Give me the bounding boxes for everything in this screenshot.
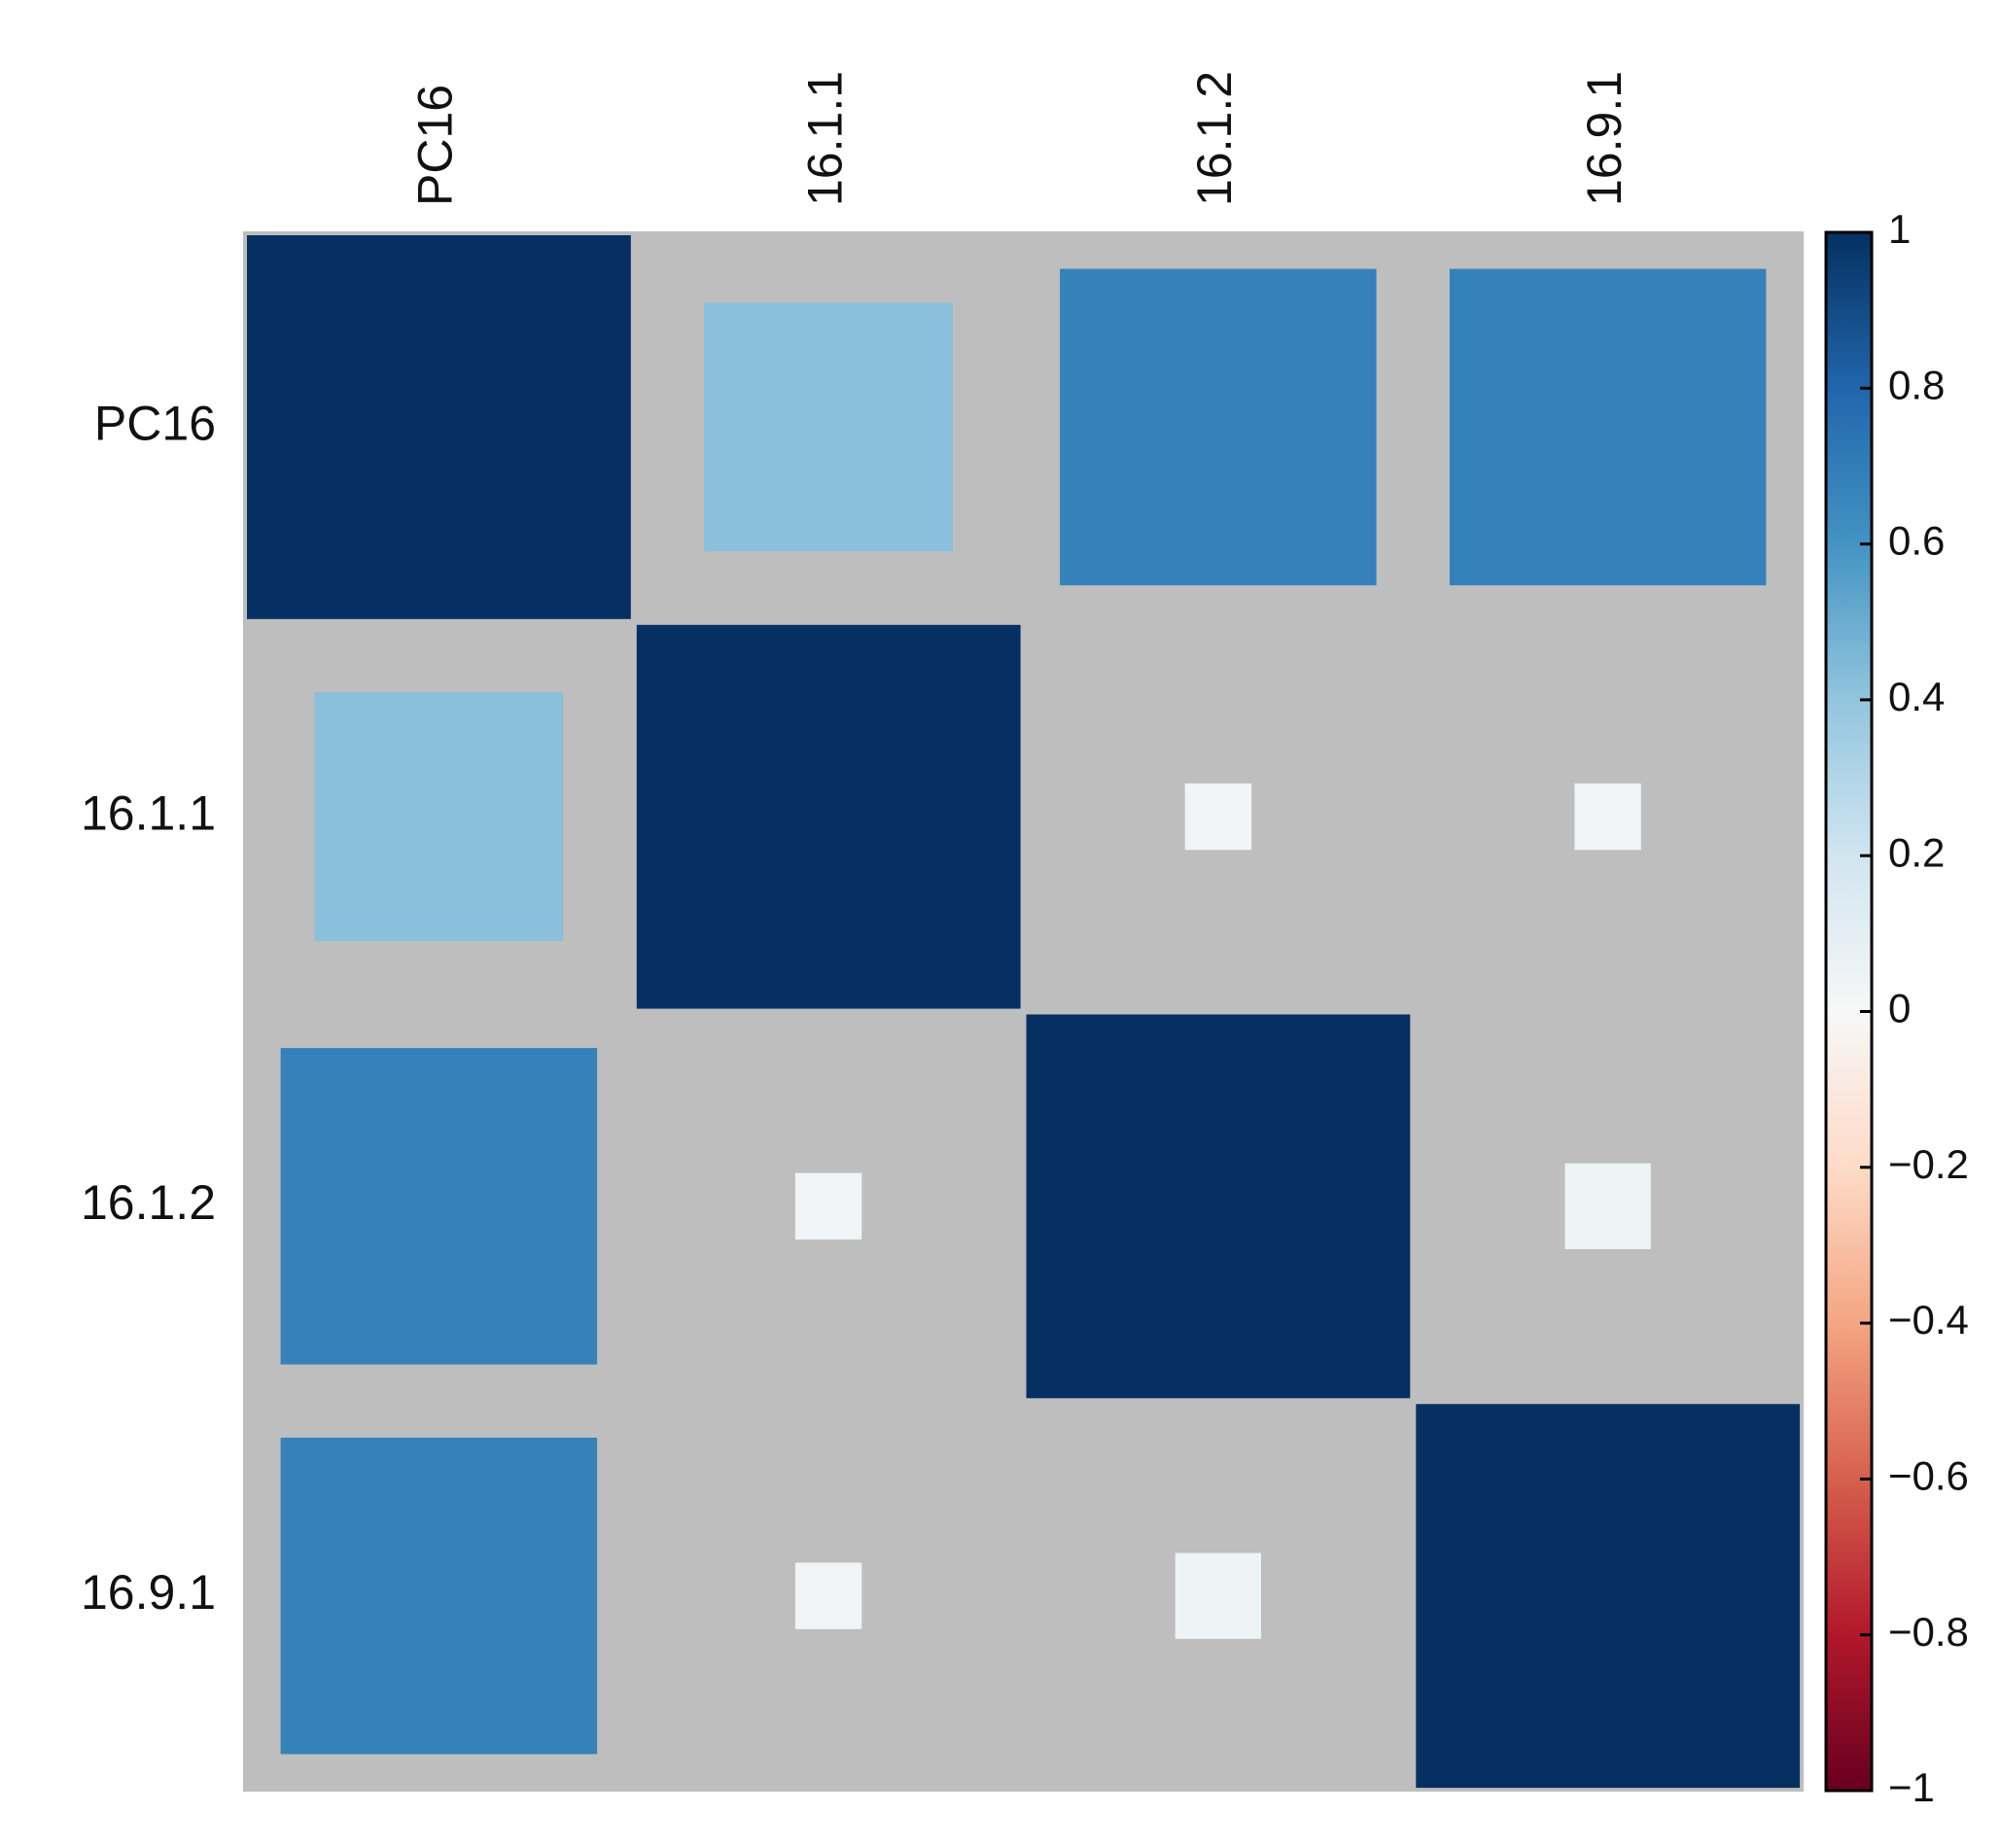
cell-16.1.1-16.1.1 — [637, 625, 1021, 1009]
colorbar-tick-label: 0.4 — [1888, 674, 1945, 719]
colorbar-tick-label: −0.4 — [1888, 1297, 1969, 1342]
row-labels: PC16 16.1.1 16.1.2 16.9.1 — [81, 397, 216, 1620]
cell-16.1.1-16.9.1 — [1574, 784, 1640, 850]
colorbar-tick-label: −1 — [1888, 1764, 1935, 1810]
colorbar: 1 0.8 0.6 0.4 0.2 0 −0.2 −0.4 −0.6 −0.8 −1 — [1826, 206, 1969, 1810]
colorbar-ticks: 1 0.8 0.6 0.4 0.2 0 −0.2 −0.4 −0.6 −0.8 −1 — [1860, 206, 1969, 1810]
cell-PC16-PC16 — [247, 235, 631, 619]
colorbar-tick-label: −0.6 — [1888, 1452, 1969, 1498]
cell-PC16-16.1.2 — [1060, 269, 1377, 585]
cell-PC16-16.1.1 — [704, 303, 953, 552]
column-labels: PC16 16.1.1 16.1.2 16.9.1 — [408, 71, 1632, 206]
row-label: PC16 — [94, 397, 216, 451]
row-label: 16.1.1 — [81, 785, 216, 840]
row-label: 16.9.1 — [81, 1565, 216, 1620]
colorbar-tick-label: −0.2 — [1888, 1141, 1969, 1187]
cell-16.1.2-PC16 — [281, 1048, 597, 1365]
column-label: 16.1.2 — [1187, 71, 1242, 206]
cell-16.9.1-16.9.1 — [1416, 1404, 1800, 1788]
cell-16.9.1-16.1.2 — [1176, 1553, 1261, 1639]
cell-16.9.1-PC16 — [281, 1438, 597, 1755]
colorbar-tick-label: −0.8 — [1888, 1609, 1969, 1655]
cell-16.1.2-16.1.1 — [795, 1173, 861, 1239]
correlation-heatmap: PC16 16.1.1 16.1.2 16.9.1 PC16 16.1.1 16.1.2 1… — [0, 0, 2001, 1848]
colorbar-tick-label: 0.6 — [1888, 518, 1945, 564]
cell-16.1.1-16.1.2 — [1185, 784, 1251, 850]
cell-16.1.1-PC16 — [315, 692, 564, 941]
cell-PC16-16.9.1 — [1450, 269, 1767, 585]
cell-16.1.2-16.9.1 — [1565, 1164, 1651, 1249]
colorbar-tick-label: 0.2 — [1888, 829, 1945, 875]
colorbar-tick-label: 0.8 — [1888, 362, 1945, 407]
cell-16.9.1-16.1.1 — [795, 1562, 861, 1628]
column-label: 16.9.1 — [1577, 71, 1632, 206]
row-label: 16.1.2 — [81, 1175, 216, 1230]
column-label: PC16 — [408, 85, 463, 206]
colorbar-tick-label: 1 — [1888, 206, 1911, 252]
cell-16.1.2-16.1.2 — [1027, 1015, 1411, 1399]
colorbar-tick-label: 0 — [1888, 986, 1911, 1031]
column-label: 16.1.1 — [797, 71, 852, 206]
